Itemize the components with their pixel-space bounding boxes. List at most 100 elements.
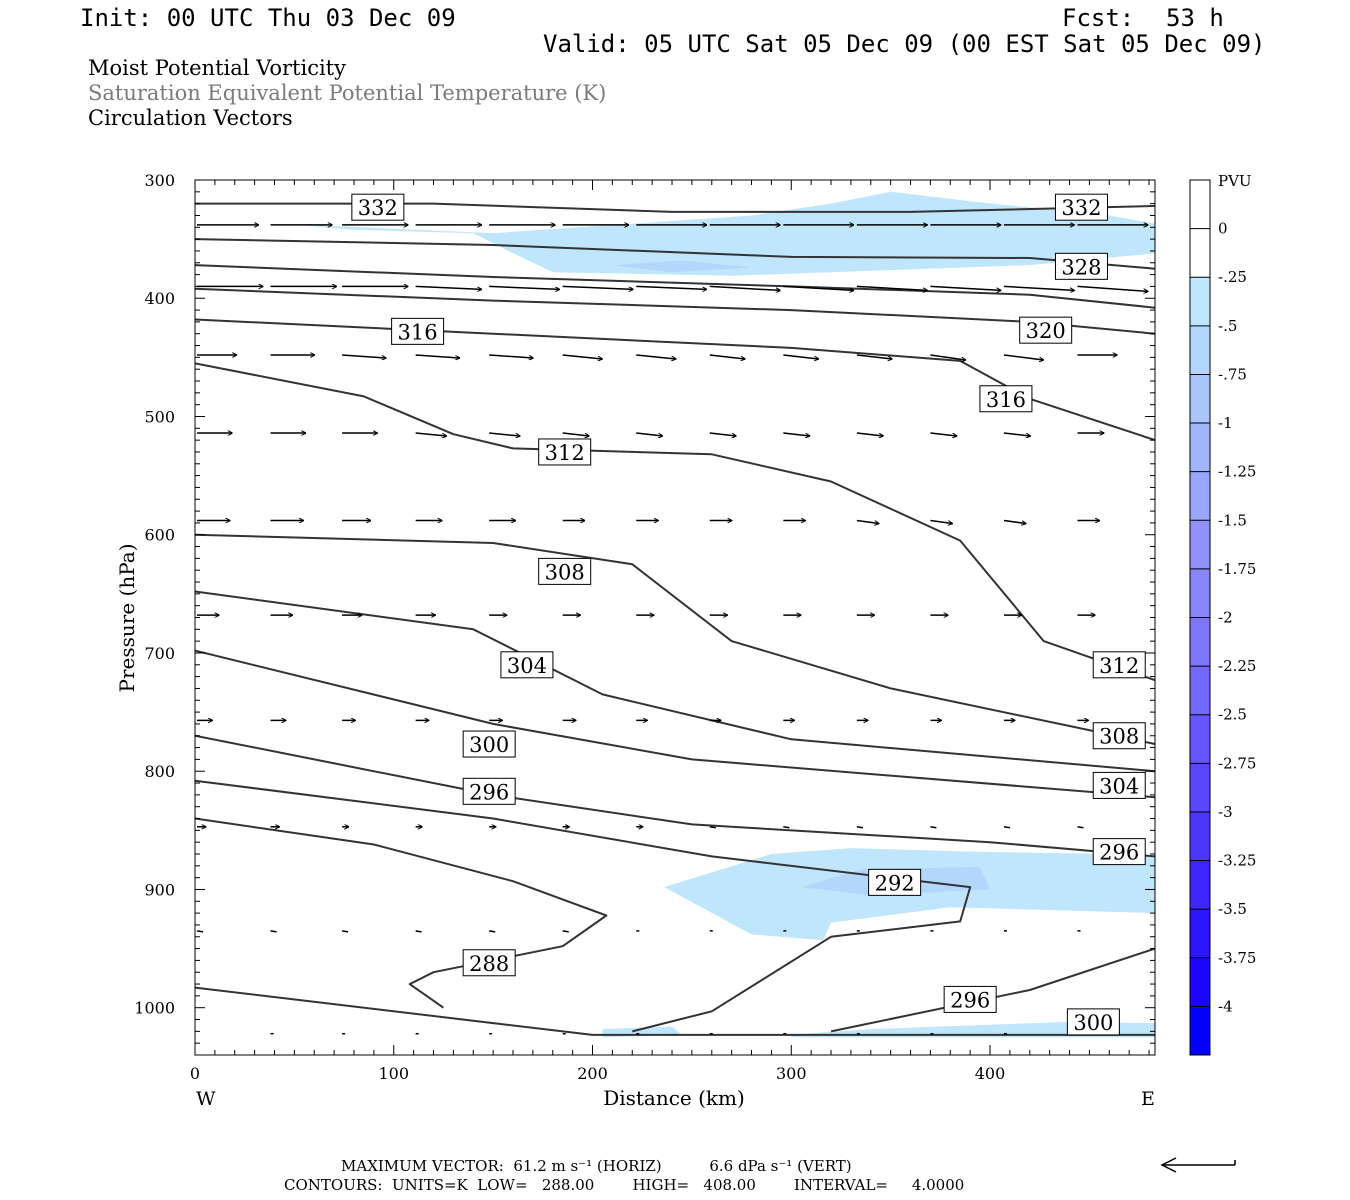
colorbar-swatch (1190, 180, 1210, 230)
reference-vector-arrow (1160, 1157, 1236, 1173)
contour-label-text: 296 (469, 780, 509, 804)
contour-label: 308 (538, 557, 592, 585)
circulation-vector (489, 930, 496, 933)
contour-label-box (462, 777, 516, 805)
circulation-vector (562, 432, 589, 436)
contour-label: 332 (1054, 193, 1108, 221)
contour-label-box (500, 651, 554, 679)
colorbar-swatch (1190, 228, 1210, 278)
contour-label-text: 296 (1099, 841, 1139, 865)
colorbar-swatch (1190, 423, 1210, 473)
contour-300-14 (195, 986, 1155, 1036)
circulation-vector (1077, 826, 1084, 829)
colorbar-label: -1.5 (1218, 511, 1247, 529)
x-end-left-label: W (196, 1088, 216, 1110)
contour-label-box (1019, 316, 1073, 344)
contour-292-11 (195, 779, 972, 1033)
colorbar-unit: PVU (1218, 172, 1252, 190)
title-circulation: Circulation Vectors (88, 106, 293, 130)
contour-info-note: CONTOURS: UNITS=K LOW= 288.00 HIGH= 408.… (284, 1176, 965, 1194)
x-tick-label: 300 (776, 1064, 807, 1083)
circulation-vector (856, 285, 927, 290)
plot-frame (194, 179, 1156, 1056)
colorbar-swatch (1190, 860, 1210, 910)
colorbar-swatch (1190, 714, 1210, 764)
valid-time: Valid: 05 UTC Sat 05 Dec 09 (00 EST Sat … (543, 30, 1266, 58)
circulation-vector (1003, 354, 1044, 360)
circulation-vector (562, 354, 603, 359)
contour-312-6 (195, 362, 1155, 682)
contour-label: 288 (462, 949, 516, 977)
title-theta-es: Saturation Equivalent Potential Temperat… (88, 81, 607, 105)
circulation-vector (270, 930, 277, 933)
circulation-vector (856, 432, 883, 436)
contour-label: 332 (351, 193, 405, 221)
colorbar-label: -.5 (1218, 317, 1237, 335)
colorbar-label: -3.75 (1218, 949, 1256, 967)
contour-label-text: 308 (545, 560, 585, 584)
circulation-vector (636, 354, 676, 359)
pv-region-2 (612, 260, 752, 273)
y-tick-label: 400 (144, 289, 175, 308)
x-tick-label: 100 (378, 1064, 409, 1083)
y-tick-label: 500 (144, 407, 175, 426)
circulation-vector (856, 826, 863, 829)
colorbar-swatch (1190, 811, 1210, 862)
colorbar-label: -.75 (1218, 365, 1247, 383)
circulation-vector (415, 930, 422, 933)
contour-label-box (1092, 838, 1146, 866)
colorbar-label: -2.5 (1218, 706, 1247, 724)
circulation-vector (489, 432, 520, 436)
circulation-vector (415, 354, 460, 358)
contour-label-text: 332 (1061, 196, 1101, 220)
contour-label-text: 312 (1099, 654, 1139, 678)
colorbar-swatch (1190, 374, 1210, 424)
contour-label-text: 300 (469, 733, 509, 757)
colorbar-label: -1.25 (1218, 463, 1256, 481)
contour-label-text: 304 (1099, 774, 1139, 798)
pv-region-5 (791, 1021, 1155, 1038)
circulation-vector (489, 285, 559, 289)
forecast-label: Fcst: (1062, 4, 1135, 32)
colorbar-swatch (1190, 471, 1210, 521)
x-tick-label: 0 (190, 1064, 200, 1083)
contour-label-box (1092, 722, 1146, 750)
contour-label: 312 (1092, 651, 1146, 679)
contour-label: 328 (1054, 252, 1108, 280)
circulation-vector (1003, 519, 1026, 524)
circulation-vector (709, 826, 716, 829)
contour-label-text: 328 (1061, 255, 1101, 279)
y-tick-label: 900 (144, 880, 175, 899)
contour-label-box (943, 985, 997, 1013)
contour-label: 300 (462, 730, 516, 758)
contour-label: 304 (1092, 771, 1146, 799)
contour-label-text: 288 (469, 952, 509, 976)
colorbar-swatch (1190, 1006, 1210, 1056)
circulation-vector (930, 354, 965, 360)
max-vector-note: MAXIMUM VECTOR: 61.2 m s⁻¹ (HORIZ) 6.6 d… (341, 1157, 852, 1175)
contour-label: 300 (1066, 1008, 1120, 1036)
circulation-vector (562, 285, 633, 289)
contour-label-text: 316 (398, 320, 438, 344)
colorbar-swatch (1190, 957, 1210, 1007)
init-time: Init: 00 UTC Thu 03 Dec 09 (80, 4, 456, 32)
circulation-vector (856, 519, 879, 524)
colorbar-swatch (1190, 568, 1210, 618)
contour-label-text: 308 (1099, 725, 1139, 749)
y-tick-label: 600 (144, 526, 175, 545)
contour-label-text: 316 (986, 388, 1026, 412)
contour-label-text: 292 (875, 871, 915, 895)
contour-label-box (979, 385, 1033, 413)
circulation-vector (783, 826, 790, 829)
contour-label: 292 (868, 868, 922, 896)
colorbar-label: -3.5 (1218, 900, 1247, 918)
circulation-vector (196, 930, 204, 933)
x-tick-label: 400 (975, 1064, 1006, 1083)
colorbar-swatch (1190, 909, 1210, 959)
colorbar-label: -4 (1218, 997, 1233, 1015)
colorbar-label: -1.75 (1218, 560, 1256, 578)
colorbar-swatch (1190, 520, 1210, 570)
y-tick-label: 800 (144, 762, 175, 781)
circulation-vector (489, 354, 533, 358)
contour-label: 308 (1092, 722, 1146, 750)
